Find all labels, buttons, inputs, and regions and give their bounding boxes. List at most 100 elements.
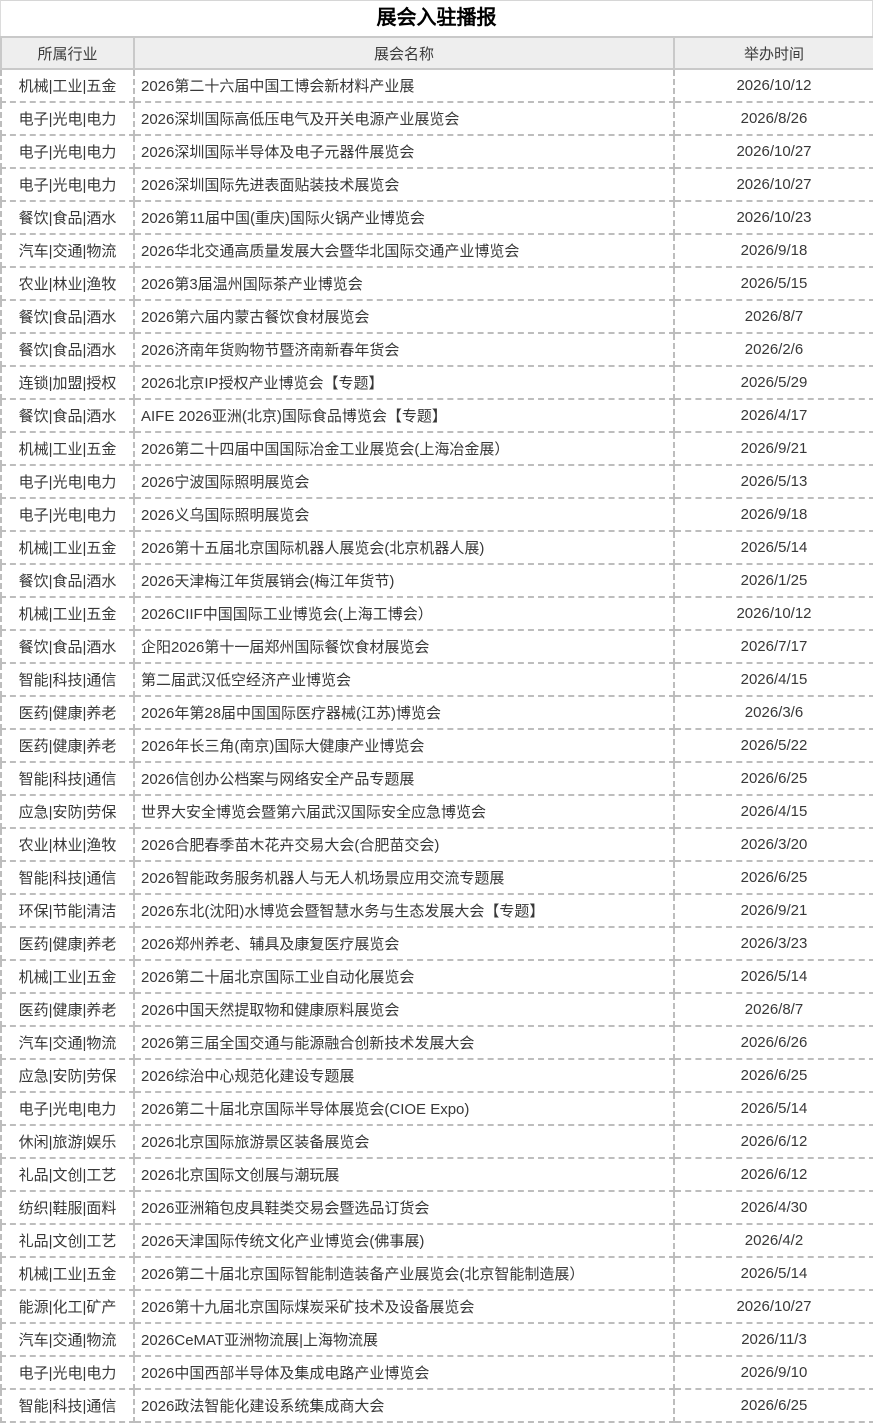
cell-date: 2026/2/6 xyxy=(673,332,873,367)
cell-date: 2026/9/21 xyxy=(673,431,873,466)
cell-exhibition-name: 2026天津梅江年货展销会(梅江年货节) xyxy=(133,563,675,598)
cell-industry: 医药|健康|养老 xyxy=(0,926,135,961)
cell-industry: 机械|工业|五金 xyxy=(0,596,135,631)
cell-industry: 电子|光电|电力 xyxy=(0,1091,135,1126)
table-row: 智能|科技|通信 2026智能政务服务机器人与无人机场景应用交流专题展 2026/6… xyxy=(0,860,873,895)
cell-exhibition-name: 2026政法智能化建设系统集成商大会 xyxy=(133,1388,675,1423)
cell-date: 2026/5/14 xyxy=(673,1256,873,1291)
table-row: 汽车|交通|物流 2026华北交通高质量发展大会暨华北国际交通产业博览会 2026/… xyxy=(0,233,873,268)
cell-industry: 智能|科技|通信 xyxy=(0,761,135,796)
table-row: 电子|光电|电力 2026宁波国际照明展览会 2026/5/13 xyxy=(0,464,873,499)
cell-date: 2026/9/10 xyxy=(673,1355,873,1390)
cell-exhibition-name: AIFE 2026亚洲(北京)国际食品博览会【专题】 xyxy=(133,398,675,433)
table-row: 汽车|交通|物流 2026第三届全国交通与能源融合创新技术发展大会 2026/6/2… xyxy=(0,1025,873,1060)
table-row: 应急|安防|劳保 世界大安全博览会暨第六届武汉国际安全应急博览会 2026/4/15 xyxy=(0,794,873,829)
cell-industry: 电子|光电|电力 xyxy=(0,464,135,499)
table-row: 机械|工业|五金 2026第二十届北京国际工业自动化展览会 2026/5/14 xyxy=(0,959,873,994)
cell-date: 2026/5/22 xyxy=(673,728,873,763)
cell-industry: 智能|科技|通信 xyxy=(0,860,135,895)
cell-date: 2026/3/23 xyxy=(673,926,873,961)
cell-industry: 医药|健康|养老 xyxy=(0,992,135,1027)
table-row: 机械|工业|五金 2026第二十届北京国际智能制造装备产业展览会(北京智能制造展）… xyxy=(0,1256,873,1291)
table-row: 电子|光电|电力 2026深圳国际半导体及电子元器件展览会 2026/10/27 xyxy=(0,134,873,169)
cell-industry: 礼品|文创|工艺 xyxy=(0,1223,135,1258)
cell-exhibition-name: 世界大安全博览会暨第六届武汉国际安全应急博览会 xyxy=(133,794,675,829)
table-row: 环保|节能|清洁 2026东北(沈阳)水博览会暨智慧水务与生态发展大会【专题】 20… xyxy=(0,893,873,928)
cell-exhibition-name: 2026第二十届北京国际半导体展览会(CIOE Expo) xyxy=(133,1091,675,1126)
cell-exhibition-name: 2026第二十四届中国国际冶金工业展览会(上海冶金展） xyxy=(133,431,675,466)
table-row: 汽车|交通|物流 2026CeMAT亚洲物流展|上海物流展 2026/11/3 xyxy=(0,1322,873,1357)
cell-exhibition-name: 2026北京国际文创展与潮玩展 xyxy=(133,1157,675,1192)
table-row: 医药|健康|养老 2026年第28届中国国际医疗器械(江苏)博览会 2026/3/6 xyxy=(0,695,873,730)
cell-date: 2026/5/14 xyxy=(673,530,873,565)
cell-industry: 餐饮|食品|酒水 xyxy=(0,398,135,433)
table-row: 纺织|鞋服|面料 2026亚洲箱包皮具鞋类交易会暨选品订货会 2026/4/30 xyxy=(0,1190,873,1225)
cell-industry: 连锁|加盟|授权 xyxy=(0,365,135,400)
cell-date: 2026/7/17 xyxy=(673,629,873,664)
cell-date: 2026/5/14 xyxy=(673,959,873,994)
cell-industry: 电子|光电|电力 xyxy=(0,497,135,532)
cell-date: 2026/3/6 xyxy=(673,695,873,730)
cell-date: 2026/10/12 xyxy=(673,68,873,103)
cell-date: 2026/4/30 xyxy=(673,1190,873,1225)
table-header-row: 所属行业 展会名称 举办时间 xyxy=(0,36,873,70)
table-row: 智能|科技|通信 第二届武汉低空经济产业博览会 2026/4/15 xyxy=(0,662,873,697)
cell-date: 2026/5/13 xyxy=(673,464,873,499)
cell-date: 2026/9/18 xyxy=(673,497,873,532)
cell-industry: 餐饮|食品|酒水 xyxy=(0,299,135,334)
cell-exhibition-name: 2026第二十届北京国际智能制造装备产业展览会(北京智能制造展） xyxy=(133,1256,675,1291)
cell-exhibition-name: 2026智能政务服务机器人与无人机场景应用交流专题展 xyxy=(133,860,675,895)
cell-industry: 智能|科技|通信 xyxy=(0,662,135,697)
cell-industry: 餐饮|食品|酒水 xyxy=(0,200,135,235)
cell-date: 2026/8/7 xyxy=(673,992,873,1027)
cell-industry: 礼品|文创|工艺 xyxy=(0,1157,135,1192)
cell-exhibition-name: 2026CeMAT亚洲物流展|上海物流展 xyxy=(133,1322,675,1357)
table-row: 餐饮|食品|酒水 2026第11届中国(重庆)国际火锅产业博览会 2026/10/2… xyxy=(0,200,873,235)
cell-industry: 机械|工业|五金 xyxy=(0,431,135,466)
header-industry: 所属行业 xyxy=(0,36,135,70)
cell-industry: 纺织|鞋服|面料 xyxy=(0,1190,135,1225)
cell-date: 2026/9/18 xyxy=(673,233,873,268)
cell-date: 2026/9/21 xyxy=(673,893,873,928)
cell-date: 2026/4/15 xyxy=(673,662,873,697)
cell-exhibition-name: 2026中国天然提取物和健康原料展览会 xyxy=(133,992,675,1027)
cell-exhibition-name: 2026北京IP授权产业博览会【专题】 xyxy=(133,365,675,400)
cell-industry: 汽车|交通|物流 xyxy=(0,1322,135,1357)
table-row: 机械|工业|五金 2026第十五届北京国际机器人展览会(北京机器人展) 2026/5… xyxy=(0,530,873,565)
cell-exhibition-name: 2026华北交通高质量发展大会暨华北国际交通产业博览会 xyxy=(133,233,675,268)
cell-date: 2026/10/27 xyxy=(673,167,873,202)
cell-industry: 汽车|交通|物流 xyxy=(0,1025,135,1060)
cell-industry: 餐饮|食品|酒水 xyxy=(0,563,135,598)
cell-date: 2026/1/25 xyxy=(673,563,873,598)
table-row: 能源|化工|矿产 2026第十九届北京国际煤炭采矿技术及设备展览会 2026/10/… xyxy=(0,1289,873,1324)
table-row: 农业|林业|渔牧 2026第3届温州国际茶产业博览会 2026/5/15 xyxy=(0,266,873,301)
cell-industry: 智能|科技|通信 xyxy=(0,1388,135,1423)
cell-exhibition-name: 2026第二十六届中国工博会新材料产业展 xyxy=(133,68,675,103)
cell-exhibition-name: 2026第十五届北京国际机器人展览会(北京机器人展) xyxy=(133,530,675,565)
table-row: 电子|光电|电力 2026深圳国际先进表面贴装技术展览会 2026/10/27 xyxy=(0,167,873,202)
table-row: 机械|工业|五金 2026第二十六届中国工博会新材料产业展 2026/10/12 xyxy=(0,68,873,103)
table-row: 电子|光电|电力 2026义乌国际照明展览会 2026/9/18 xyxy=(0,497,873,532)
cell-exhibition-name: 2026亚洲箱包皮具鞋类交易会暨选品订货会 xyxy=(133,1190,675,1225)
table-row: 餐饮|食品|酒水 2026天津梅江年货展销会(梅江年货节) 2026/1/25 xyxy=(0,563,873,598)
cell-exhibition-name: 2026信创办公档案与网络安全产品专题展 xyxy=(133,761,675,796)
cell-date: 2026/10/23 xyxy=(673,200,873,235)
cell-exhibition-name: 2026中国西部半导体及集成电路产业博览会 xyxy=(133,1355,675,1390)
table-body: 机械|工业|五金 2026第二十六届中国工博会新材料产业展 2026/10/12 电子… xyxy=(0,68,873,1423)
header-date: 举办时间 xyxy=(673,36,873,70)
cell-exhibition-name: 2026第二十届北京国际工业自动化展览会 xyxy=(133,959,675,994)
table-row: 医药|健康|养老 2026中国天然提取物和健康原料展览会 2026/8/7 xyxy=(0,992,873,1027)
cell-exhibition-name: 2026义乌国际照明展览会 xyxy=(133,497,675,532)
cell-exhibition-name: 第二届武汉低空经济产业博览会 xyxy=(133,662,675,697)
table-row: 机械|工业|五金 2026CIIF中国国际工业博览会(上海工博会） 2026/10/… xyxy=(0,596,873,631)
cell-exhibition-name: 2026深圳国际半导体及电子元器件展览会 xyxy=(133,134,675,169)
cell-industry: 机械|工业|五金 xyxy=(0,1256,135,1291)
cell-date: 2026/8/26 xyxy=(673,101,873,136)
cell-industry: 机械|工业|五金 xyxy=(0,68,135,103)
cell-date: 2026/6/25 xyxy=(673,761,873,796)
cell-exhibition-name: 2026合肥春季苗木花卉交易大会(合肥苗交会) xyxy=(133,827,675,862)
table-row: 应急|安防|劳保 2026综治中心规范化建设专题展 2026/6/25 xyxy=(0,1058,873,1093)
cell-industry: 应急|安防|劳保 xyxy=(0,794,135,829)
cell-industry: 机械|工业|五金 xyxy=(0,959,135,994)
cell-date: 2026/11/3 xyxy=(673,1322,873,1357)
